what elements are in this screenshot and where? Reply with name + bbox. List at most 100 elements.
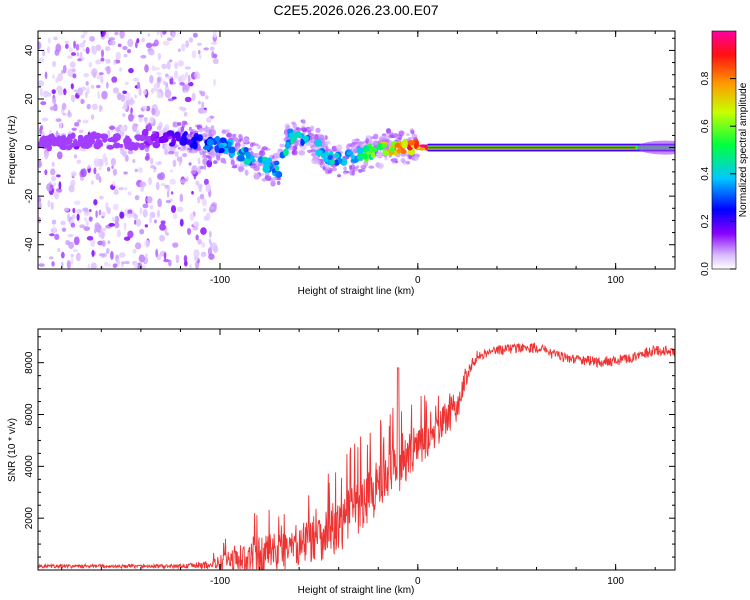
noise-blob [67, 233, 74, 238]
noise-blob [105, 81, 109, 89]
track-cell [257, 156, 263, 163]
noise-blob [86, 165, 91, 169]
halo-blob [308, 127, 312, 131]
noise-blob [88, 216, 93, 222]
halo-blob [238, 138, 242, 143]
noise-blob [195, 234, 199, 241]
noise-blob [166, 186, 171, 192]
track-cell [166, 130, 175, 136]
halo-blob [365, 135, 372, 139]
noise-blob [105, 31, 109, 39]
noise-blob [52, 182, 57, 187]
track-cell [262, 164, 271, 173]
noise-blob [51, 89, 56, 95]
snr-marks [38, 342, 675, 570]
halo-blob [271, 176, 276, 183]
colorbar-tick-label: 0.4 [700, 166, 711, 180]
halo-blob [284, 123, 291, 130]
noise-blob [110, 157, 116, 167]
halo-blob [276, 180, 281, 186]
noise-blob [132, 248, 137, 254]
spectrogram-y-axis-label: Frequency (Hz) [7, 116, 18, 185]
noise-blob [197, 42, 202, 46]
noise-blob [77, 87, 84, 96]
noise-blob [90, 180, 94, 185]
noise-blob [80, 98, 85, 105]
noise-blob [157, 76, 161, 83]
noise-blob [153, 39, 159, 47]
halo-blob [335, 144, 343, 151]
noise-blob [82, 207, 89, 212]
noise-blob [124, 187, 128, 191]
track-cell [243, 147, 249, 153]
snr-y-axis-label: SNR (10 * v/v) [7, 418, 18, 482]
track-cell [396, 147, 402, 154]
noise-blob [105, 58, 111, 64]
noise-blob [70, 256, 74, 265]
halo-blob [324, 135, 328, 141]
noise-blob [166, 61, 171, 70]
noise-blob [82, 119, 89, 124]
spectrogram-x-axis-label: Height of straight line (km) [298, 286, 415, 297]
halo-blob [202, 132, 208, 138]
noise-blob [106, 207, 111, 215]
noise-blob [85, 91, 88, 99]
noise-blob [118, 186, 125, 191]
noise-blob [124, 81, 129, 86]
track-cell [290, 139, 295, 145]
noise-blob [72, 207, 76, 214]
noise-blob [39, 88, 43, 97]
noise-blob [210, 41, 217, 45]
noise-blob [122, 45, 128, 51]
noise-blob [65, 239, 71, 246]
halo-blob [407, 137, 413, 141]
noise-blob [70, 83, 74, 90]
noise-blob [213, 78, 216, 87]
halo-blob [181, 120, 188, 124]
halo-blob [261, 173, 265, 176]
noise-blob [85, 81, 89, 86]
noise-blob [191, 50, 197, 59]
noise-blob [153, 83, 158, 92]
noise-blob [212, 58, 219, 65]
noise-blob [52, 225, 56, 233]
noise-blob [155, 181, 160, 191]
noise-blob [201, 198, 207, 207]
noise-blob [114, 222, 120, 229]
noise-blob [201, 241, 206, 248]
noise-blob [193, 249, 200, 258]
noise-blob [112, 87, 119, 94]
noise-blob [111, 76, 118, 83]
noise-blob [66, 260, 71, 269]
noise-blob [44, 169, 48, 176]
noise-blob [142, 209, 148, 218]
noise-blob [123, 222, 127, 231]
noise-blob [110, 250, 114, 260]
noise-blob [148, 176, 152, 186]
noise-blob [159, 234, 166, 242]
noise-blob [123, 171, 128, 175]
noise-blob [97, 90, 100, 100]
halo-blob [351, 170, 356, 176]
track-cell [192, 141, 198, 150]
noise-blob [79, 42, 86, 48]
noise-blob [38, 80, 45, 87]
halo-blob [405, 160, 411, 165]
snr-frame [37, 328, 676, 571]
noise-blob [143, 116, 148, 122]
noise-blob [120, 94, 126, 102]
noise-blob [135, 218, 142, 227]
halo-blob [343, 166, 347, 171]
noise-blob [64, 43, 69, 49]
noise-blob [86, 103, 91, 110]
noise-blob [114, 215, 120, 225]
halo-blob [205, 126, 210, 133]
noise-blob [180, 179, 186, 184]
noise-blob [185, 40, 189, 48]
noise-blob [149, 216, 152, 224]
noise-blob [171, 31, 176, 38]
noise-blob [127, 49, 132, 54]
track-cell [87, 134, 96, 140]
noise-blob [183, 111, 188, 117]
noise-blob [57, 72, 63, 82]
